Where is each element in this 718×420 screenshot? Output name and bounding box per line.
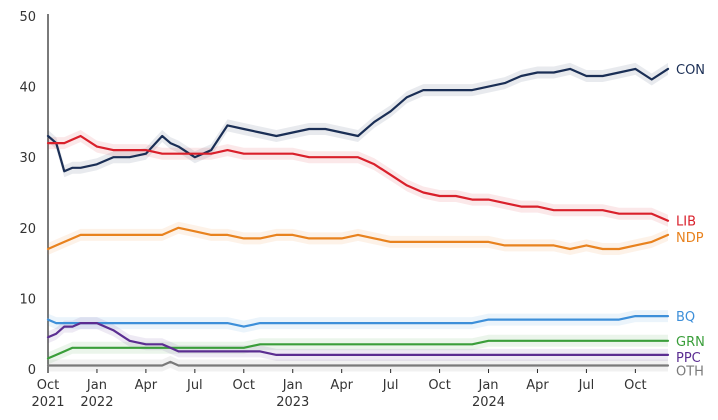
- line-oth: [46, 360, 670, 367]
- x-tick-year: 2022: [80, 395, 113, 410]
- x-tick-label: Jan: [478, 378, 499, 393]
- band-ndp: [48, 221, 668, 255]
- line-lib: [46, 134, 670, 222]
- x-tick-label: Apr: [135, 378, 158, 393]
- x-tick-label: Jan: [282, 378, 303, 393]
- line-ppc: [46, 322, 670, 356]
- confidence-bands: [48, 62, 668, 372]
- x-tick-label: Jul: [186, 378, 203, 393]
- y-tick-label: 30: [19, 151, 36, 166]
- x-tick-label: Jul: [382, 378, 399, 393]
- series-lines: [46, 67, 670, 367]
- x-tick-year: 2021: [31, 395, 64, 410]
- line-ndp: [46, 226, 670, 251]
- x-tick-label: Oct: [37, 378, 59, 393]
- x-tick-label: Oct: [428, 378, 450, 393]
- label-ppc: PPC: [676, 351, 701, 366]
- y-tick-label: 40: [19, 81, 36, 96]
- band-oth: [48, 355, 668, 372]
- y-axis: 0 10 20 30 40 50: [19, 10, 49, 378]
- y-tick-label: 10: [19, 292, 36, 307]
- x-tick-year: 2024: [472, 395, 505, 410]
- x-tick-label: Apr: [330, 378, 353, 393]
- x-tick-label: Oct: [233, 378, 255, 393]
- x-tick-year: 2023: [276, 395, 309, 410]
- line-grn: [46, 339, 670, 360]
- label-lib: LIB: [676, 215, 696, 230]
- label-oth: OTH: [676, 364, 704, 379]
- x-tick-label: Apr: [526, 378, 549, 393]
- y-tick-label: 0: [28, 363, 36, 378]
- band-ppc: [48, 317, 668, 361]
- band-grn: [48, 334, 668, 365]
- label-ndp: NDP: [676, 231, 704, 246]
- label-bq: BQ: [676, 310, 695, 325]
- x-axis: Oct 2021 Jan 2022 Apr Jul Oct Jan 2023 Apr Jul Oct J…: [31, 369, 647, 410]
- band-lib: [48, 130, 668, 227]
- y-tick-label: 20: [19, 222, 36, 237]
- x-tick-label: Jul: [578, 378, 595, 393]
- line-bq: [46, 315, 670, 328]
- label-con: CON: [676, 63, 705, 78]
- band-con: [48, 62, 668, 178]
- line-con: [46, 67, 670, 173]
- band-bq: [48, 310, 668, 333]
- x-tick-label: Oct: [624, 378, 646, 393]
- label-grn: GRN: [676, 335, 705, 350]
- y-tick-label: 50: [19, 10, 36, 25]
- x-tick-label: Jan: [86, 378, 107, 393]
